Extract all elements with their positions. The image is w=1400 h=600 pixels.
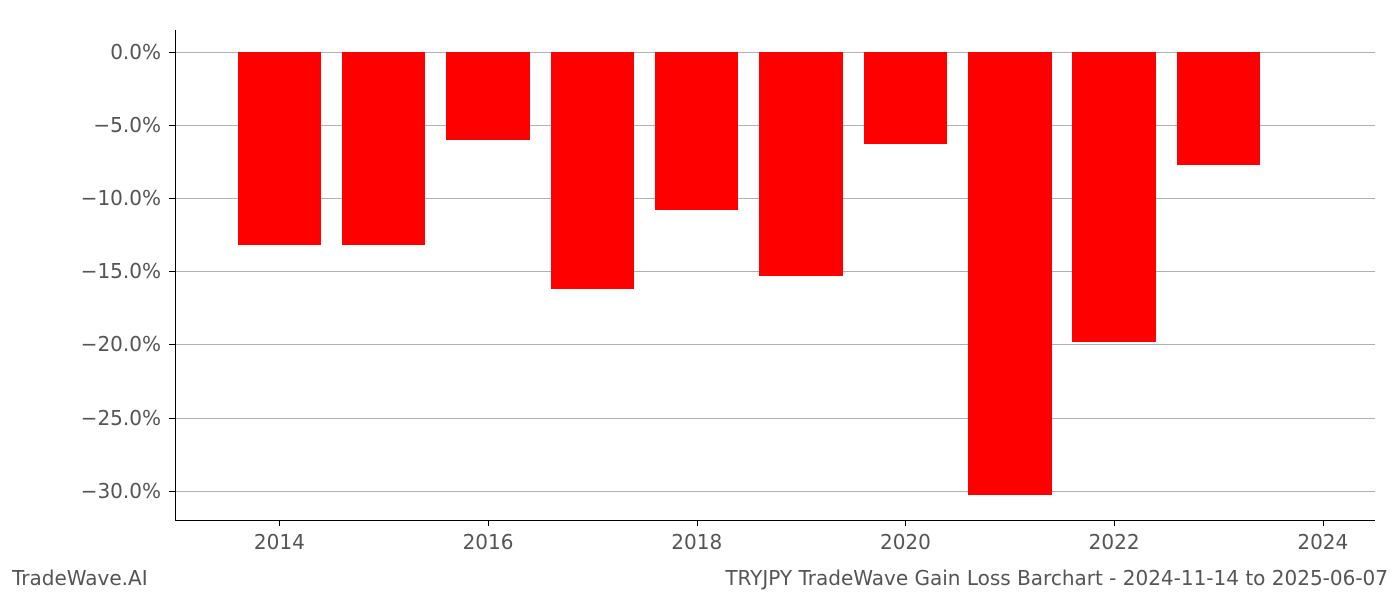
y-tick-label: −15.0% xyxy=(11,259,161,283)
bar xyxy=(342,52,425,245)
figure: −30.0% −25.0% −20.0% −15.0% −10.0% −5.0% 0.0% 2… xyxy=(0,0,1400,600)
bar xyxy=(655,52,738,210)
bar xyxy=(1177,52,1260,165)
y-axis-spine xyxy=(175,30,176,520)
y-tick-label: −10.0% xyxy=(11,186,161,210)
bar xyxy=(446,52,529,140)
bar xyxy=(1072,52,1155,342)
bar xyxy=(968,52,1051,495)
x-tick-label: 2024 xyxy=(1297,530,1348,554)
x-tick-label: 2020 xyxy=(880,530,931,554)
x-axis-spine xyxy=(175,520,1375,521)
gridline xyxy=(175,418,1375,419)
plot-area: −30.0%−25.0%−20.0%−15.0%−10.0%−5.0%0.0%2… xyxy=(175,30,1375,520)
y-tick-label: 0.0% xyxy=(11,40,161,64)
gridline xyxy=(175,491,1375,492)
bar xyxy=(551,52,634,289)
y-tick-label: −25.0% xyxy=(11,406,161,430)
y-tick-label: −30.0% xyxy=(11,479,161,503)
y-tick-label: −20.0% xyxy=(11,332,161,356)
bar xyxy=(759,52,842,276)
footer-caption: TRYJPY TradeWave Gain Loss Barchart - 20… xyxy=(725,566,1388,590)
x-tick-label: 2014 xyxy=(254,530,305,554)
footer-brand: TradeWave.AI xyxy=(12,566,148,590)
x-tick-label: 2018 xyxy=(671,530,722,554)
x-tick-label: 2022 xyxy=(1089,530,1140,554)
bar xyxy=(864,52,947,144)
y-tick-label: −5.0% xyxy=(11,113,161,137)
bar xyxy=(238,52,321,245)
x-tick-label: 2016 xyxy=(463,530,514,554)
gridline xyxy=(175,344,1375,345)
